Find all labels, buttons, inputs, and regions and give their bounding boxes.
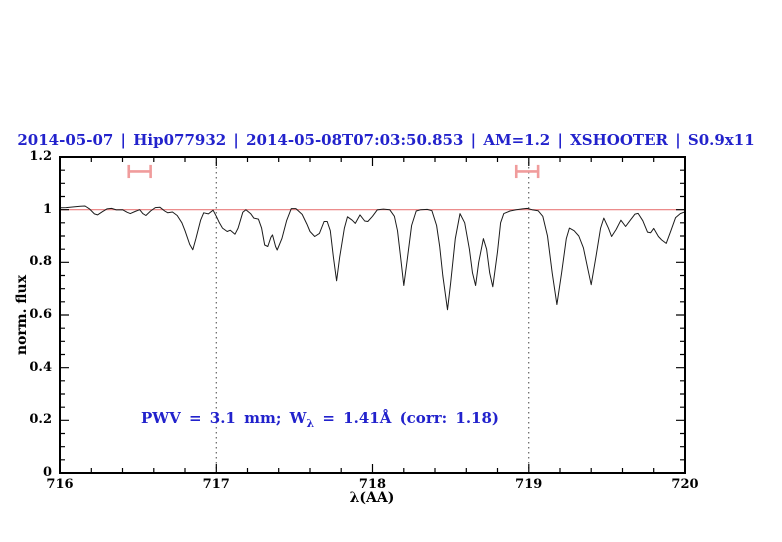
y-tick-label-0.8: 0.8 xyxy=(29,254,52,270)
pwv-annotation-subscript: λ xyxy=(306,417,315,430)
plot-frame xyxy=(59,156,686,474)
pwv-annotation: PWV = 3.1 mm; Wλ = 1.41Å (corr: 1.18) xyxy=(141,409,499,430)
y-tick-label-0: 0 xyxy=(42,465,52,480)
x-tick-label-718: 718 xyxy=(358,477,387,492)
x-tick-label-719: 719 xyxy=(515,477,543,492)
y-tick-label-0.2: 0.2 xyxy=(29,412,52,428)
pwv-annotation-prefix: PWV = 3.1 mm; W xyxy=(141,409,307,427)
observed-spectrum-line xyxy=(59,205,686,311)
x-axis-label: λ(AA) xyxy=(349,490,395,506)
y-tick-label-0.6: 0.6 xyxy=(29,307,52,322)
x-tick-label-720: 720 xyxy=(671,477,699,492)
pwv-annotation-suffix: = 1.41Å (corr: 1.18) xyxy=(314,409,500,427)
x-tick-label-717: 717 xyxy=(202,477,230,492)
y-tick-label-1.2: 1.2 xyxy=(29,149,52,164)
y-tick-label-0.4: 0.4 xyxy=(29,359,52,375)
y-tick-label-1: 1 xyxy=(42,201,52,217)
x-tick-label-716: 716 xyxy=(46,477,74,492)
plot-title: 2014-05-07 | Hip077932 | 2014-05-08T07:0… xyxy=(17,131,755,149)
